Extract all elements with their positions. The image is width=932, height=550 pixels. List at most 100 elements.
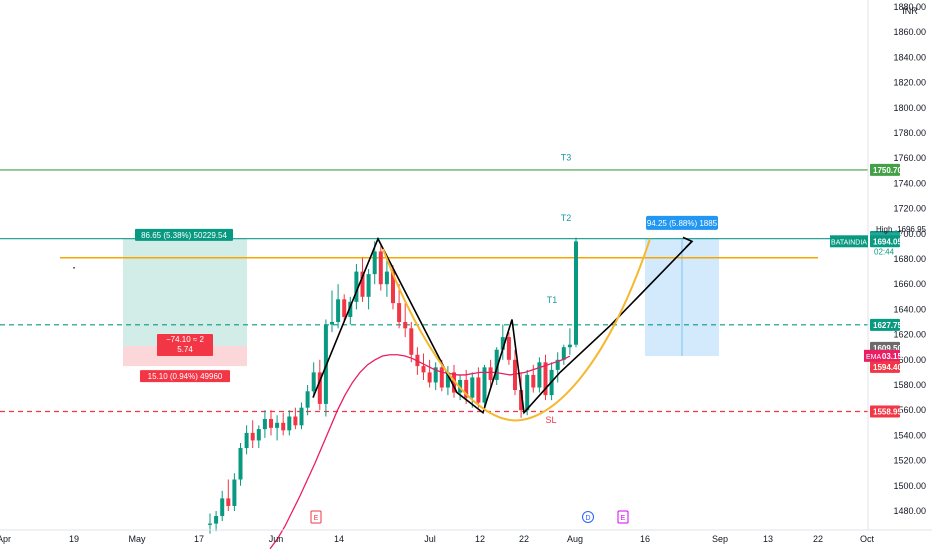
candle[interactable]: [208, 513, 212, 534]
candle[interactable]: [561, 344, 566, 365]
candle[interactable]: [269, 410, 273, 436]
candle[interactable]: [214, 511, 219, 532]
y-tick-label: 1760.00: [893, 153, 926, 163]
long-position-profit-zone[interactable]: [123, 238, 247, 346]
candle[interactable]: [567, 328, 572, 355]
candle[interactable]: [403, 303, 408, 338]
x-tick-label: 12: [475, 534, 485, 544]
y-tick-label: 1660.00: [893, 279, 926, 289]
price-badge-label: 1750.70: [873, 166, 902, 175]
candle[interactable]: [336, 284, 341, 329]
candle[interactable]: [330, 290, 334, 333]
x-tick-label: 19: [69, 534, 79, 544]
candle[interactable]: [311, 362, 316, 398]
candle[interactable]: [506, 332, 511, 365]
x-tick-label: 14: [334, 534, 344, 544]
ema-line[interactable]: [269, 354, 571, 550]
y-tick-label: 1860.00: [893, 27, 926, 37]
candle[interactable]: [244, 425, 249, 455]
y-tick-label: 1700.00: [893, 229, 926, 239]
candle[interactable]: [488, 359, 493, 388]
candle[interactable]: [342, 294, 347, 322]
cup-curve[interactable]: [382, 238, 651, 422]
x-tick-label: 22: [519, 534, 529, 544]
candle[interactable]: [366, 269, 371, 310]
price-badge: [870, 235, 900, 248]
candle[interactable]: [299, 402, 304, 430]
x-tick-label: Jul: [424, 534, 436, 544]
candle[interactable]: [232, 473, 237, 511]
candle-body: [427, 372, 432, 383]
candle[interactable]: [305, 385, 310, 416]
candle[interactable]: [238, 442, 243, 486]
marker-dot: [73, 267, 75, 269]
candle[interactable]: [500, 324, 505, 360]
candle-body: [275, 422, 280, 428]
candle[interactable]: [574, 237, 578, 348]
candle-body: [476, 377, 481, 403]
candle-body: [208, 523, 212, 525]
candle-body: [360, 271, 365, 297]
candle[interactable]: [317, 359, 322, 411]
event-marker[interactable]: E: [617, 510, 629, 524]
candle[interactable]: [275, 415, 280, 441]
candle[interactable]: [293, 407, 298, 430]
target-annotation: T2: [561, 213, 572, 223]
y-tick-label: 1560.00: [893, 405, 926, 415]
candle[interactable]: [476, 367, 481, 408]
candle-body: [525, 374, 530, 411]
candle[interactable]: [262, 410, 267, 438]
loss-label-bg: [140, 370, 230, 383]
candle[interactable]: [409, 322, 414, 363]
y-tick-label: 1720.00: [893, 204, 926, 214]
event-marker[interactable]: E: [310, 510, 322, 524]
candle[interactable]: [555, 352, 560, 383]
candle[interactable]: [348, 296, 353, 325]
candle[interactable]: [470, 372, 475, 408]
candle[interactable]: [421, 353, 426, 380]
candle[interactable]: [433, 362, 438, 391]
target-annotation: T1: [547, 295, 558, 305]
candle-body: [269, 419, 273, 428]
candle[interactable]: [384, 259, 389, 297]
price-badge-label: 1558.95: [873, 408, 902, 417]
arrow-head: [682, 236, 694, 248]
candle-body: [445, 372, 450, 388]
candle[interactable]: [513, 349, 517, 396]
candle-body: [555, 359, 560, 370]
candle[interactable]: [256, 425, 261, 448]
candle-body: [305, 391, 310, 408]
long-position-loss-zone[interactable]: [123, 345, 247, 367]
candle[interactable]: [525, 369, 530, 416]
candle[interactable]: [378, 243, 383, 291]
price-badge: [870, 163, 900, 176]
candle[interactable]: [226, 479, 231, 512]
candle-body: [220, 498, 225, 517]
candle[interactable]: [287, 410, 292, 436]
candle[interactable]: [464, 369, 469, 404]
candle[interactable]: [281, 412, 286, 436]
candle[interactable]: [250, 420, 255, 448]
y-tick-label: 1880.00: [893, 2, 926, 12]
candle[interactable]: [427, 359, 432, 388]
candle-body: [488, 367, 493, 380]
candle[interactable]: [537, 357, 542, 393]
candle[interactable]: [220, 490, 225, 522]
price-badge: [870, 318, 900, 331]
event-marker[interactable]: D: [582, 511, 594, 523]
pattern-zigzag-line[interactable]: [312, 236, 693, 415]
candle-body: [262, 419, 267, 430]
candle[interactable]: [397, 284, 402, 329]
price-badge-label: 1594.40: [873, 363, 902, 372]
candle[interactable]: [354, 264, 359, 310]
y-tick-label: 1740.00: [893, 178, 926, 188]
price-badge-label: 1603.15: [873, 352, 902, 361]
y-tick-label: 1820.00: [893, 78, 926, 88]
candle[interactable]: [360, 257, 365, 302]
candle[interactable]: [445, 366, 450, 396]
price-badge: [870, 405, 900, 418]
candle[interactable]: [543, 354, 548, 401]
y-tick-label: 1540.00: [893, 430, 926, 440]
symbol-label: BATAINDIA: [831, 239, 867, 246]
